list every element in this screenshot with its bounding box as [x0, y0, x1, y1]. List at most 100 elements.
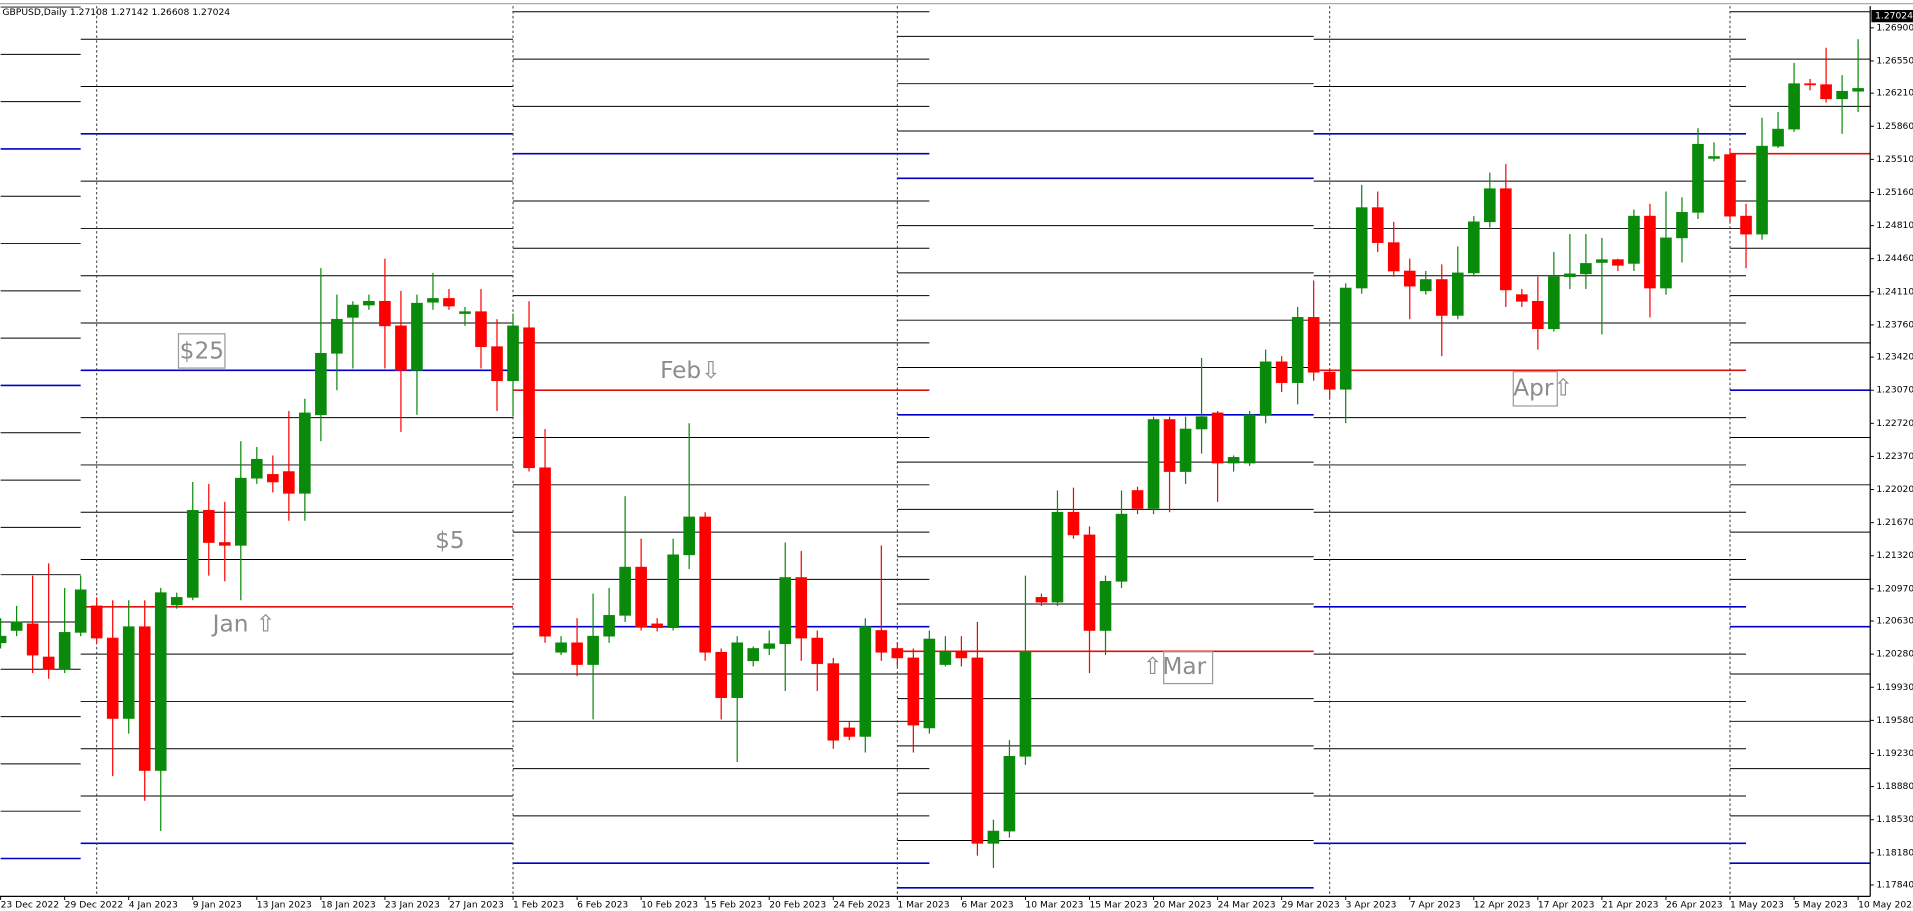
high-value: 1.27142: [111, 7, 149, 18]
candle-body: [267, 474, 279, 483]
candle-body: [571, 642, 583, 665]
y-tick-label: 1.20970: [1876, 583, 1913, 594]
annotation-box: [1163, 651, 1214, 685]
candle-body: [379, 300, 391, 327]
candle-body: [0, 635, 7, 644]
candle-body: [427, 298, 439, 303]
candle-body: [1291, 317, 1304, 383]
y-tick-label: 1.25510: [1876, 154, 1913, 165]
candle-body: [186, 510, 199, 598]
x-tick-label: 20 Feb 2023: [769, 899, 826, 910]
candle-body: [1852, 88, 1864, 92]
chart-header: GBPUSD,Daily 1.27108 1.27142 1.26608 1.2…: [2, 7, 230, 18]
y-tick-label: 1.24810: [1876, 220, 1913, 231]
candle-body: [699, 516, 711, 653]
annotation-box: [1512, 371, 1558, 407]
candle-body: [1099, 580, 1112, 631]
candle-body: [1083, 534, 1096, 631]
candle-body: [715, 651, 728, 698]
y-tick-label: 1.26210: [1876, 88, 1913, 99]
candle-body: [1003, 756, 1016, 832]
candle-body: [923, 638, 936, 729]
candle-body: [90, 605, 103, 639]
candle-body: [1676, 212, 1688, 239]
candle-body: [891, 648, 904, 659]
candle-body: [1724, 154, 1736, 217]
candle-body: [411, 302, 423, 371]
candle-body: [1788, 83, 1800, 130]
x-tick-label: 24 Mar 2023: [1218, 899, 1276, 910]
x-tick-label: 1 May 2023: [1730, 899, 1784, 910]
x-tick-label: 21 Apr 2023: [1602, 899, 1659, 910]
x-tick-label: 10 Feb 2023: [641, 899, 698, 910]
x-tick-label: 18 Jan 2023: [321, 899, 376, 910]
candle-body: [1195, 416, 1208, 430]
y-tick-label: 1.26550: [1876, 55, 1913, 66]
candle-body: [859, 626, 872, 737]
candle-body: [1227, 457, 1240, 464]
candle-body: [443, 298, 455, 307]
candle-body: [635, 566, 647, 628]
x-tick-label: 23 Dec 2022: [1, 899, 59, 910]
candle-body: [1644, 215, 1656, 289]
candle-body: [939, 651, 952, 665]
levels: [0, 6, 1871, 889]
x-tick-label: 23 Jan 2023: [385, 899, 440, 910]
y-tick-label: 1.19580: [1876, 715, 1913, 726]
candle-body: [251, 458, 263, 479]
y-tick-label: 1.18180: [1876, 847, 1913, 858]
y-tick-label: 1.25160: [1876, 187, 1913, 198]
candle-body: [1115, 513, 1128, 582]
y-tick-label: 1.18530: [1876, 814, 1913, 825]
candle-body: [747, 648, 760, 662]
candle-body: [1772, 128, 1784, 147]
candle-body: [955, 650, 968, 659]
candle-body: [1307, 317, 1320, 373]
candle-body: [1660, 237, 1672, 289]
x-tick-label: 13 Jan 2023: [257, 899, 312, 910]
candle-body: [42, 656, 55, 670]
candle-body: [1163, 419, 1176, 472]
candle-body: [1740, 215, 1752, 235]
candle-body: [363, 300, 375, 306]
candle-body: [218, 542, 231, 546]
candle-body: [1131, 490, 1144, 509]
candle-body: [1323, 371, 1336, 390]
annotation: $25: [180, 338, 224, 365]
candle-body: [795, 577, 808, 639]
candle-body: [475, 311, 487, 347]
candle-body: [603, 615, 615, 637]
candle-body: [1804, 83, 1816, 86]
open-value: 1.27108: [70, 7, 108, 18]
y-tick-label: 1.24460: [1876, 253, 1913, 264]
candle-body: [1548, 276, 1560, 330]
y-tick-label: 1.20630: [1876, 616, 1913, 627]
candle-body: [10, 621, 23, 631]
candle-body: [1147, 419, 1160, 509]
candle-body: [1756, 145, 1768, 235]
x-tick-label: 20 Mar 2023: [1154, 899, 1212, 910]
x-tick-label: 10 May 2023: [1858, 899, 1913, 910]
candle-body: [1339, 287, 1352, 390]
candle-body: [1019, 650, 1032, 757]
close-value: 1.27024: [192, 7, 230, 18]
candle-body: [971, 657, 984, 844]
x-tick-label: 1 Mar 2023: [897, 899, 949, 910]
symbol: GBPUSD,Daily: [2, 7, 67, 18]
y-tick-label: 1.22720: [1876, 418, 1913, 429]
candle-body: [26, 623, 39, 656]
x-tick-label: 15 Mar 2023: [1089, 899, 1147, 910]
y-tick-label: 1.24110: [1876, 286, 1913, 297]
candle-body: [667, 554, 679, 628]
candle-body: [283, 471, 295, 494]
x-tick-label: 3 Apr 2023: [1346, 899, 1397, 910]
y-tick-label: 1.22020: [1876, 484, 1913, 495]
x-tick-label: 24 Feb 2023: [833, 899, 890, 910]
candle-body: [1516, 294, 1528, 302]
low-value: 1.26608: [151, 7, 189, 18]
candle-body: [843, 727, 856, 737]
candle-body: [1179, 428, 1192, 472]
candle-body: [1484, 188, 1496, 223]
